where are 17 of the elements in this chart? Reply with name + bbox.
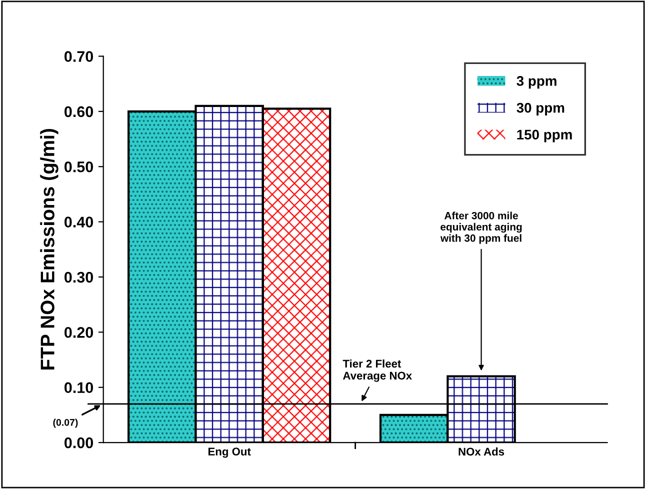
legend-label: 150 ppm xyxy=(517,130,572,142)
annotation: Tier 2 Fleet Average NOx xyxy=(342,359,412,382)
y-tick-label: 0.30 xyxy=(64,272,94,283)
y-tick-label: 0.40 xyxy=(64,216,94,228)
y-tick-label: 0.70 xyxy=(64,51,94,62)
y-tick-label: 0.60 xyxy=(64,106,94,118)
y-tick-label: 0.00 xyxy=(64,437,94,448)
legend-label: 3 ppm xyxy=(516,76,556,89)
legend-label: 30 ppm xyxy=(516,102,564,116)
ref-line-label: (0.07) xyxy=(53,418,78,428)
x-tick-label: Eng Out xyxy=(208,448,251,458)
y-tick-label: 0.10 xyxy=(64,382,94,394)
y-axis-title: FTP NOx Emissions (g/mi) xyxy=(40,128,58,370)
x-tick-label: NOx Ads xyxy=(458,447,504,456)
y-tick-label: 0.20 xyxy=(64,327,94,338)
y-tick-label: 0.50 xyxy=(64,161,94,172)
annotation: After 3000 mile equivalent aging with 30 ppm fuel xyxy=(440,212,522,244)
